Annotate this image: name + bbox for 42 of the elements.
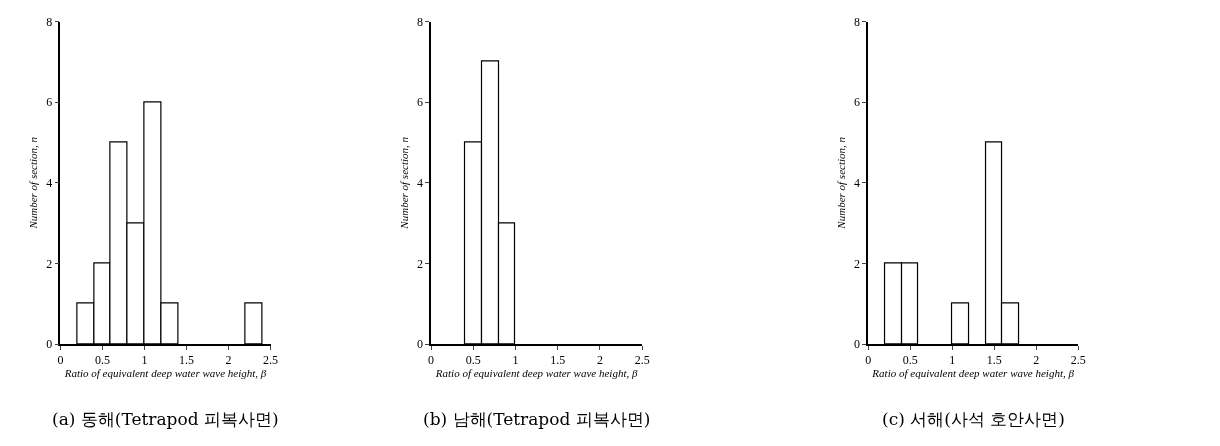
- y-tick-label: 0: [46, 337, 53, 352]
- x-tick-label: 0: [865, 353, 872, 368]
- x-axis-title: Ratio of equivalent deep water wave height, β: [63, 367, 267, 380]
- y-tick-label: 6: [416, 95, 423, 110]
- y-tick-label: 4: [46, 176, 53, 190]
- x-tick-label: 2: [225, 353, 232, 368]
- y-tick-label: 2: [416, 256, 423, 271]
- x-axis-title: Ratio of equivalent deep water wave height, β: [871, 367, 1075, 380]
- y-tick-label: 8: [416, 14, 423, 29]
- x-tick-label: 2.5: [1070, 353, 1086, 368]
- x-tick-label: 2.5: [634, 353, 650, 368]
- x-tick-label: 1: [141, 353, 148, 368]
- y-tick-label: 0: [416, 337, 423, 352]
- y-tick-label: 6: [853, 95, 860, 110]
- x-axis-title: Ratio of equivalent deep water wave height, β: [434, 367, 638, 380]
- y-axis-title: Number of section, n: [398, 136, 411, 230]
- text: (c) 서해(사석 호안사면): [882, 409, 1065, 429]
- y-tick-label: 8: [853, 14, 860, 29]
- x-tick-label: 1: [512, 353, 519, 368]
- y-tick-label: 0: [853, 337, 860, 352]
- y-tick-label: 8: [46, 14, 53, 29]
- y-tick-label: 6: [46, 95, 53, 110]
- y-axis-title: Number of section, n: [27, 136, 40, 230]
- y-tick-label: 2: [853, 256, 860, 271]
- y-tick-label: 2: [46, 256, 53, 271]
- text: (b) 남해(Tetrapod 피복사면): [423, 409, 651, 429]
- x-tick-label: 0.5: [95, 353, 110, 368]
- y-axis-title: Number of section, n: [835, 136, 848, 230]
- x-tick-label: 2.5: [263, 353, 279, 368]
- x-tick-label: 0.5: [465, 353, 481, 368]
- x-tick-label: 1.5: [550, 353, 566, 368]
- y-tick-label: 4: [416, 176, 423, 190]
- y-tick-label: 4: [853, 176, 860, 190]
- x-tick-label: 0: [57, 353, 64, 368]
- x-tick-label: 2: [1033, 353, 1040, 368]
- x-tick-label: 1.5: [179, 353, 195, 368]
- x-tick-label: 1: [949, 353, 956, 368]
- x-tick-label: 0.5: [902, 353, 918, 368]
- x-tick-label: 2: [596, 353, 603, 368]
- text: (a) 동해(Tetrapod 피복사면): [52, 409, 279, 429]
- x-tick-label: 0: [428, 353, 435, 368]
- x-tick-label: 1.5: [986, 353, 1002, 368]
